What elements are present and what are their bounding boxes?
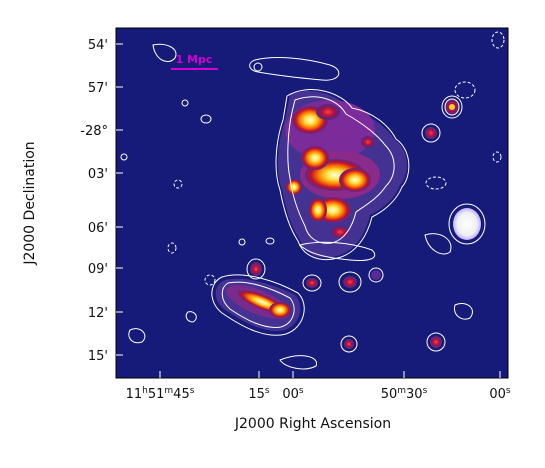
x-tick-label: 11h51m45s — [126, 386, 195, 402]
image-panel: 1 Mpc — [116, 28, 508, 378]
y-tick-label: 12' — [88, 306, 108, 321]
y-tick-label: 03' — [88, 167, 108, 182]
x-tick-label: 50m30s — [381, 386, 428, 402]
y-tick-label: 09' — [88, 262, 108, 277]
scale-bar-label: 1 Mpc — [176, 53, 213, 66]
x-tick-marks — [159, 371, 501, 378]
x-axis-title: J2000 Right Ascension — [234, 416, 391, 432]
x-tick-label: 00s — [489, 386, 511, 402]
y-tick-label: -28° — [80, 124, 108, 139]
contour-lines — [120, 43, 486, 370]
y-tick-label: 54' — [88, 38, 108, 53]
central-cluster — [285, 100, 380, 238]
y-tick-label: 15' — [88, 349, 108, 364]
lower-left-source — [226, 262, 291, 319]
y-tick-marks — [116, 43, 123, 356]
x-axis: 11h51m45s 15s 00s 50m30s 00s J2000 Right… — [126, 371, 511, 432]
x-tick-label: 00s — [282, 386, 304, 402]
y-axis: 54' 57' -28° 03' 06' 09' 12' 15' J2000 D… — [22, 38, 123, 364]
y-tick-label: 57' — [88, 81, 108, 96]
plot-frame — [115, 27, 509, 379]
scale-bar: 1 Mpc — [171, 53, 218, 70]
y-tick-label: 06' — [88, 221, 108, 236]
y-axis-title: J2000 Declination — [22, 141, 38, 265]
negative-contours — [167, 31, 505, 286]
compact-sources — [306, 99, 481, 349]
x-tick-label: 15s — [248, 386, 270, 402]
